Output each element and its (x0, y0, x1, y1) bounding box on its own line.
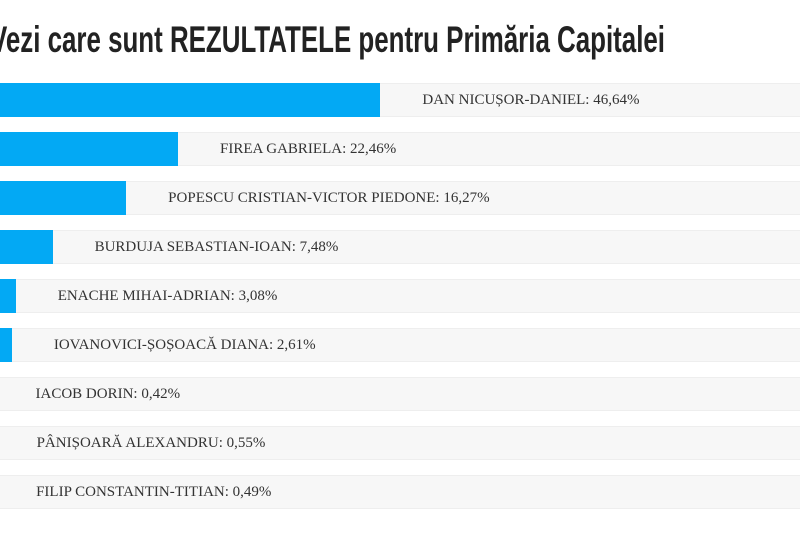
result-row: BURDUJA SEBASTIAN-IOAN: 7,48% (0, 230, 800, 264)
result-label: IOVANOVICI-ȘOȘOACĂ DIANA: 2,61% (53, 336, 316, 353)
result-bar (0, 181, 127, 215)
result-row: ENACHE MIHAI-ADRIAN: 3,08% (0, 279, 800, 313)
result-label: FIREA GABRIELA: 22,46% (219, 140, 397, 157)
result-row: IACOB DORIN: 0,42% (0, 377, 800, 411)
result-row: IOVANOVICI-ȘOȘOACĂ DIANA: 2,61% (0, 328, 800, 362)
result-label: IACOB DORIN: 0,42% (35, 385, 181, 402)
result-bar (0, 132, 178, 166)
result-label: BURDUJA SEBASTIAN-IOAN: 7,48% (94, 238, 339, 255)
result-label: DAN NICUȘOR-DANIEL: 46,64% (422, 91, 640, 108)
result-row: FILIP CONSTANTIN-TITIAN: 0,49% (0, 475, 800, 509)
result-label: ENACHE MIHAI-ADRIAN: 3,08% (57, 287, 278, 304)
result-bar (0, 328, 12, 362)
result-row: FIREA GABRIELA: 22,46% (0, 132, 800, 166)
result-bar (0, 279, 16, 313)
result-label: FILIP CONSTANTIN-TITIAN: 0,49% (36, 483, 272, 500)
page-title: Vezi care sunt REZULTATELE pentru Primăr… (0, 19, 665, 60)
result-row: PÂNIȘOARĂ ALEXANDRU: 0,55% (0, 426, 800, 460)
results-bar-chart: DAN NICUȘOR-DANIEL: 46,64% FIREA GABRIEL… (0, 83, 800, 509)
result-label: POPESCU CRISTIAN-VICTOR PIEDONE: 16,27% (168, 189, 490, 206)
result-label: PÂNIȘOARĂ ALEXANDRU: 0,55% (36, 434, 266, 451)
result-bar (0, 83, 381, 117)
result-row: POPESCU CRISTIAN-VICTOR PIEDONE: 16,27% (0, 181, 800, 215)
result-row: DAN NICUȘOR-DANIEL: 46,64% (0, 83, 800, 117)
result-bar (0, 230, 53, 264)
